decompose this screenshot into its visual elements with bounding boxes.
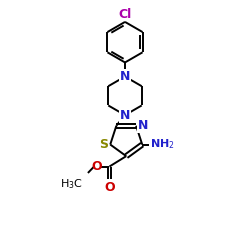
- Text: NH$_2$: NH$_2$: [150, 137, 174, 151]
- Text: O: O: [92, 160, 102, 172]
- Text: N: N: [120, 70, 130, 83]
- Text: N: N: [120, 108, 130, 122]
- Text: H$_3$C: H$_3$C: [60, 178, 83, 191]
- Text: S: S: [100, 138, 108, 151]
- Text: O: O: [104, 180, 115, 194]
- Text: Cl: Cl: [118, 8, 132, 21]
- Text: N: N: [138, 119, 148, 132]
